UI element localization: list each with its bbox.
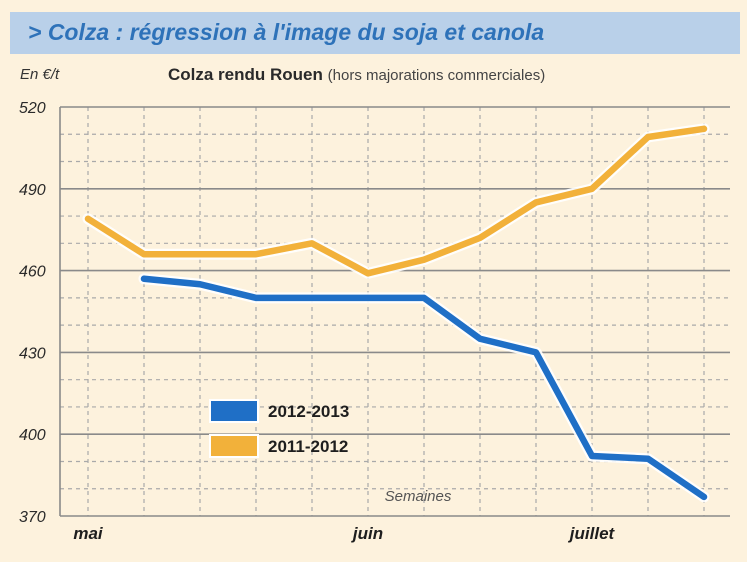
x-month-label: juin [351, 524, 383, 543]
legend-label: 2012-2013 [268, 402, 349, 421]
series-line-2011-2012 [84, 125, 708, 277]
y-tick-label: 520 [19, 100, 46, 117]
title-banner: > Colza : régression à l'image du soja e… [10, 12, 740, 54]
legend-label: 2011-2012 [268, 437, 348, 456]
y-tick-label: 430 [19, 345, 46, 362]
plot-area [60, 107, 730, 516]
y-axis-label: En €/t [20, 66, 60, 83]
x-axis-label: Semaines [385, 488, 452, 505]
y-tick-label: 460 [19, 264, 46, 281]
chart-title-main: Colza rendu Rouen [168, 65, 323, 84]
chart-subtitle: (hors majorations commerciales) [327, 67, 546, 84]
legend-swatch [209, 399, 259, 423]
legend-swatch [209, 434, 259, 458]
y-tick-label: 400 [19, 427, 46, 444]
y-tick-label: 370 [19, 509, 46, 526]
x-month-label: juillet [568, 524, 616, 543]
x-month-label: mai [73, 524, 104, 543]
y-tick-label: 490 [19, 182, 46, 199]
banner-title: > Colza : régression à l'image du soja e… [28, 19, 545, 45]
chart-title: Colza rendu Rouen (hors majorations comm… [168, 65, 545, 85]
